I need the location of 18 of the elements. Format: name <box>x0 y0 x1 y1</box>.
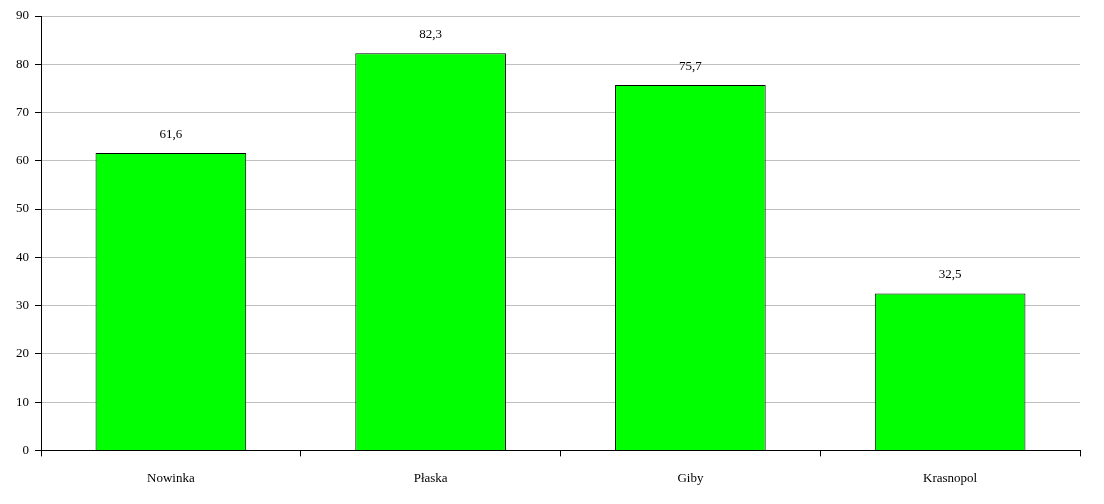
y-tick-label: 10 <box>16 393 29 409</box>
y-tick-label: 30 <box>16 297 29 313</box>
data-label: 82,3 <box>419 26 442 42</box>
y-tick-label: 90 <box>16 7 29 23</box>
y-tick-label: 0 <box>22 441 29 457</box>
data-label: 32,5 <box>938 266 962 282</box>
y-tick-label: 70 <box>16 103 29 119</box>
y-tick-label: 60 <box>16 152 29 168</box>
data-label: 61,6 <box>159 126 183 141</box>
y-tick-label: 50 <box>16 200 29 216</box>
y-tick-label: 40 <box>16 248 29 264</box>
x-tick-label: Nowinka <box>147 469 195 485</box>
x-tick-label: Płaska <box>413 469 448 485</box>
y-tick-label: 20 <box>16 345 29 361</box>
x-tick-label: Krasnopol <box>923 469 978 485</box>
y-tick-label: 80 <box>16 55 29 71</box>
data-label: 75,7 <box>679 57 703 73</box>
x-tick-label: Giby <box>677 469 704 485</box>
